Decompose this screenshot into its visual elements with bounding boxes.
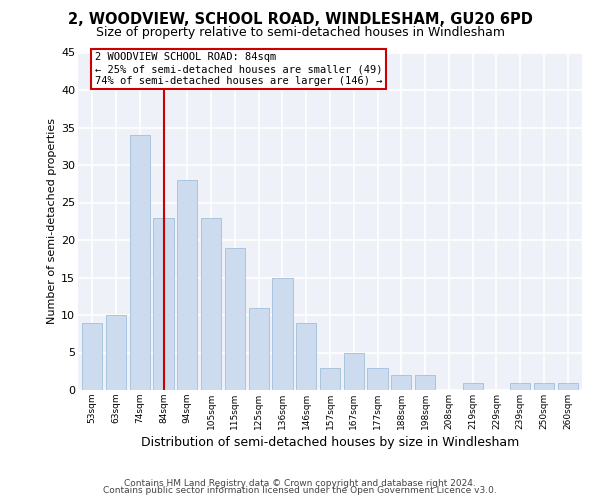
Bar [391, 375, 412, 390]
Bar [557, 382, 578, 390]
Bar [296, 322, 316, 390]
Text: Size of property relative to semi-detached houses in Windlesham: Size of property relative to semi-detach… [95, 26, 505, 39]
Bar [154, 218, 173, 390]
Bar [415, 375, 435, 390]
Bar [177, 180, 197, 390]
Bar [367, 368, 388, 390]
Bar [201, 218, 221, 390]
Text: 2, WOODVIEW, SCHOOL ROAD, WINDLESHAM, GU20 6PD: 2, WOODVIEW, SCHOOL ROAD, WINDLESHAM, GU… [68, 12, 532, 28]
Bar [106, 315, 126, 390]
Bar [272, 278, 293, 390]
X-axis label: Distribution of semi-detached houses by size in Windlesham: Distribution of semi-detached houses by … [141, 436, 519, 449]
Bar [463, 382, 483, 390]
Text: Contains HM Land Registry data © Crown copyright and database right 2024.: Contains HM Land Registry data © Crown c… [124, 478, 476, 488]
Text: 2 WOODVIEW SCHOOL ROAD: 84sqm
← 25% of semi-detached houses are smaller (49)
74%: 2 WOODVIEW SCHOOL ROAD: 84sqm ← 25% of s… [95, 52, 382, 86]
Y-axis label: Number of semi-detached properties: Number of semi-detached properties [47, 118, 57, 324]
Bar [344, 352, 364, 390]
Bar [248, 308, 269, 390]
Text: Contains public sector information licensed under the Open Government Licence v3: Contains public sector information licen… [103, 486, 497, 495]
Bar [130, 135, 150, 390]
Bar [320, 368, 340, 390]
Bar [225, 248, 245, 390]
Bar [534, 382, 554, 390]
Bar [510, 382, 530, 390]
Bar [82, 322, 103, 390]
